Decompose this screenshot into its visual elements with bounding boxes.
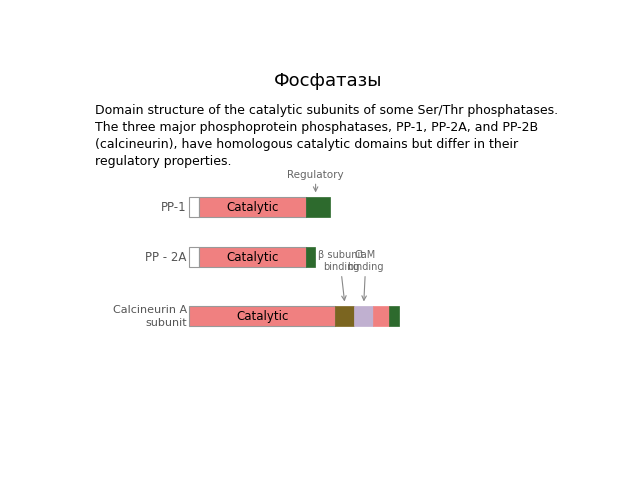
Text: Catalytic: Catalytic — [226, 251, 278, 264]
Text: Фосфатазы: Фосфатазы — [274, 72, 382, 90]
Text: Catalytic: Catalytic — [236, 310, 289, 323]
Text: CaM
binding: CaM binding — [347, 251, 383, 272]
Text: Domain structure of the catalytic subunits of some Ser/Thr phosphatases.
The thr: Domain structure of the catalytic subuni… — [95, 104, 558, 168]
Text: PP-1: PP-1 — [161, 201, 187, 214]
FancyBboxPatch shape — [189, 306, 335, 326]
FancyBboxPatch shape — [373, 306, 389, 326]
Text: β subunit
binding: β subunit binding — [318, 251, 364, 272]
FancyBboxPatch shape — [355, 306, 373, 326]
Text: PP - 2A: PP - 2A — [145, 251, 187, 264]
Text: Calcineurin A
subunit: Calcineurin A subunit — [113, 305, 187, 328]
FancyBboxPatch shape — [306, 247, 315, 267]
FancyBboxPatch shape — [189, 197, 199, 217]
FancyBboxPatch shape — [199, 197, 306, 217]
Text: Catalytic: Catalytic — [226, 201, 278, 214]
FancyBboxPatch shape — [389, 306, 399, 326]
FancyBboxPatch shape — [199, 247, 306, 267]
FancyBboxPatch shape — [335, 306, 355, 326]
FancyBboxPatch shape — [189, 247, 199, 267]
Text: Regulatory: Regulatory — [287, 169, 344, 180]
FancyBboxPatch shape — [306, 197, 330, 217]
